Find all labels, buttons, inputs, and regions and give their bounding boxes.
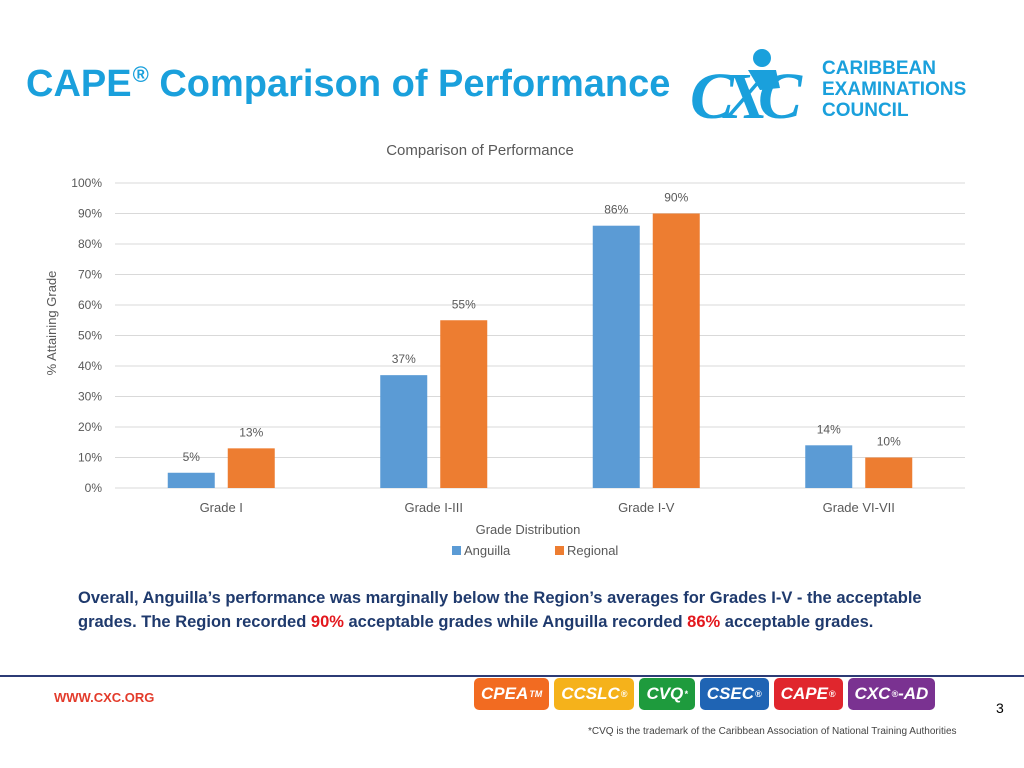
registered-mark: ® — [132, 62, 149, 87]
page-title: CAPE® Comparison of Performance — [26, 62, 670, 106]
y-axis-label: % Attaining Grade — [44, 271, 59, 376]
data-label: 10% — [877, 435, 901, 449]
bar-regional-4 — [865, 457, 913, 488]
badge-suffix: -AD — [898, 684, 929, 703]
badge-cvq[interactable]: CVQ * — [639, 678, 695, 710]
y-tick-label: 50% — [78, 329, 102, 343]
data-label: 90% — [664, 191, 688, 205]
data-label: 37% — [392, 352, 416, 366]
bar-anguilla-4 — [805, 445, 853, 488]
bar-anguilla-1 — [167, 472, 215, 488]
legend-label: Regional — [567, 543, 618, 558]
y-tick-label: 30% — [78, 390, 102, 404]
footer-divider — [0, 675, 1024, 677]
y-tick-label: 70% — [78, 268, 102, 282]
badge-cpea[interactable]: CPEA TM — [474, 678, 550, 710]
x-tick-label: Grade I-V — [618, 500, 675, 515]
summary-part-1: Overall, Anguilla’s performance was marg… — [78, 589, 922, 631]
data-label: 13% — [239, 425, 263, 439]
badge-mark: ® — [891, 689, 899, 699]
summary-part-3: acceptable grades. — [720, 613, 874, 631]
badge-mark: * — [684, 689, 688, 699]
cxc-logo-figure-head — [753, 49, 771, 67]
legend-swatch — [555, 546, 564, 555]
summary-highlight-anguilla: 86% — [687, 613, 721, 631]
page-title-rest: Comparison of Performance — [148, 63, 671, 105]
bar-anguilla-2 — [380, 375, 428, 488]
badge-label: CSEC — [706, 684, 755, 703]
cxc-logo-letters: CXC — [690, 60, 803, 133]
performance-summary: Overall, Anguilla’s performance was marg… — [78, 586, 978, 634]
logo-name-line-2: EXAMINATIONS — [822, 79, 967, 100]
chart-legend: Anguilla Regional — [452, 543, 618, 558]
badge-csec[interactable]: CSEC ® — [699, 678, 769, 710]
logo-name-line-3: COUNCIL — [822, 100, 909, 121]
logo-name-line-1: CARIBBEAN — [822, 58, 936, 79]
bar-anguilla-3 — [592, 225, 640, 488]
y-tick-label: 40% — [78, 359, 102, 373]
y-tick-label: 10% — [78, 451, 102, 465]
badge-label: CPEA — [481, 684, 529, 703]
bar-regional-3 — [652, 213, 700, 488]
chart-title: Comparison of Performance — [386, 142, 574, 159]
bar-regional-1 — [227, 448, 275, 488]
data-label: 14% — [817, 422, 841, 436]
performance-bar-chart: Comparison of Performance 0% 10% 20% 30% 40%… — [44, 142, 965, 558]
badge-label: CCSLC — [561, 684, 620, 703]
summary-highlight-regional: 90% — [310, 613, 344, 631]
legend-label: Anguilla — [464, 543, 511, 558]
x-tick-label: Grade VI-VII — [823, 500, 895, 515]
badge-mark: TM — [529, 689, 543, 699]
x-axis-label: Grade Distribution — [476, 522, 581, 537]
footer-website-link[interactable]: WWW.CXC.ORG — [54, 690, 155, 705]
y-tick-label: 90% — [78, 207, 102, 221]
data-label: 5% — [183, 450, 201, 464]
x-tick-label: Grade I-III — [404, 500, 463, 515]
badge-mark: ® — [828, 689, 836, 699]
y-tick-label: 0% — [85, 481, 103, 495]
badge-label: CXC — [854, 684, 891, 703]
page-title-cape: CAPE — [26, 63, 132, 105]
y-tick-label: 60% — [78, 298, 102, 312]
legend-swatch — [452, 546, 461, 555]
data-label: 86% — [604, 203, 628, 217]
exam-badges: CPEA TM CCSLC ® CVQ * CSEC ® CAPE ® CXC ® -AD — [474, 678, 936, 710]
badge-label: CAPE — [780, 684, 828, 703]
badge-label: CVQ — [646, 684, 684, 703]
badge-cape[interactable]: CAPE ® — [773, 678, 843, 710]
badge-mark: ® — [620, 689, 628, 699]
badge-ccslc[interactable]: CCSLC ® — [554, 678, 635, 710]
y-tick-label: 80% — [78, 237, 102, 251]
data-label: 55% — [452, 297, 476, 311]
bar-regional-2 — [440, 320, 488, 488]
cxc-logo-name: CARIBBEAN EXAMINATIONS COUNCIL — [822, 58, 966, 121]
badge-cxc[interactable]: CXC ® -AD — [847, 678, 936, 710]
x-tick-label: Grade I — [200, 500, 243, 515]
summary-part-2: acceptable grades while Anguilla recorde… — [343, 613, 688, 631]
y-tick-label: 20% — [78, 420, 102, 434]
page-number: 3 — [996, 700, 1004, 716]
y-tick-label: 100% — [71, 176, 102, 190]
badge-mark: ® — [755, 689, 762, 699]
cxc-logo-figure-body — [748, 70, 780, 90]
trademark-footnote: *CVQ is the trademark of the Caribbean A… — [588, 726, 957, 737]
cxc-logo: CXC — [690, 49, 813, 133]
